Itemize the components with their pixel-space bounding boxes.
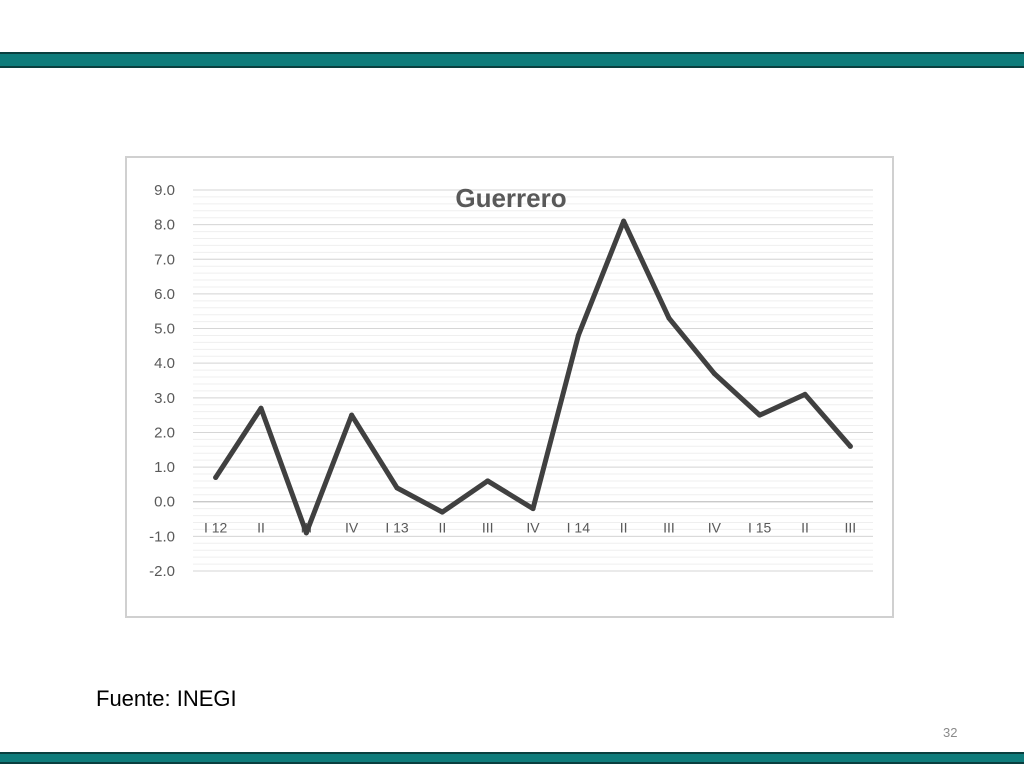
x-tick-label: II	[620, 520, 628, 536]
y-tick-label: 1.0	[154, 459, 175, 476]
y-tick-label: 5.0	[154, 321, 175, 338]
data-point	[666, 315, 672, 321]
data-point	[349, 412, 355, 418]
x-tick-label: I 13	[385, 520, 409, 536]
source-note: Fuente: INEGI	[96, 686, 237, 711]
y-tick-label: -2.0	[149, 563, 175, 580]
line-chart: -2.0 -1.0 0.0 1.0 2.0 3.0 4.0 5.0 6.0 7.0 8.0 9.0 I …	[149, 182, 873, 580]
y-tick-label: 3.0	[154, 390, 175, 407]
data-point	[439, 509, 445, 515]
x-tick-label: I 12	[204, 520, 228, 536]
bottom-accent-bar	[0, 752, 1024, 764]
y-tick-label: -1.0	[149, 528, 175, 545]
y-tick-label: 7.0	[154, 251, 175, 268]
data-point	[530, 506, 536, 512]
y-tick-label: 8.0	[154, 217, 175, 234]
data-point	[802, 391, 808, 397]
x-tick-label: IV	[345, 520, 359, 536]
top-accent-bar	[0, 52, 1024, 68]
data-point	[757, 412, 763, 418]
x-tick-label: II	[438, 520, 446, 536]
x-tick-label: IV	[526, 520, 540, 536]
page-number: 32	[943, 725, 958, 740]
data-point	[303, 530, 309, 536]
data-point	[394, 485, 400, 491]
data-point	[575, 332, 581, 338]
data-point	[621, 218, 627, 224]
data-point	[213, 474, 219, 480]
data-point	[485, 478, 491, 484]
y-tick-label: 4.0	[154, 355, 175, 372]
x-tick-label: I 14	[567, 520, 591, 536]
y-tick-label: 0.0	[154, 494, 175, 511]
x-tick-label: I 15	[748, 520, 772, 536]
x-tick-label: II	[801, 520, 809, 536]
data-point	[711, 371, 717, 377]
x-tick-label: III	[663, 520, 675, 536]
chart-title: Guerrero	[455, 183, 566, 213]
x-tick-label: IV	[708, 520, 722, 536]
data-point	[847, 443, 853, 449]
y-tick-label: 2.0	[154, 424, 175, 441]
x-tick-label: III	[482, 520, 494, 536]
x-tick-label: II	[257, 520, 265, 536]
chart-container: -2.0 -1.0 0.0 1.0 2.0 3.0 4.0 5.0 6.0 7.0 8.0 9.0 I …	[125, 156, 894, 618]
y-tick-label: 6.0	[154, 286, 175, 303]
y-tick-label: 9.0	[154, 182, 175, 199]
data-point	[258, 405, 264, 411]
x-tick-label: III	[844, 520, 856, 536]
